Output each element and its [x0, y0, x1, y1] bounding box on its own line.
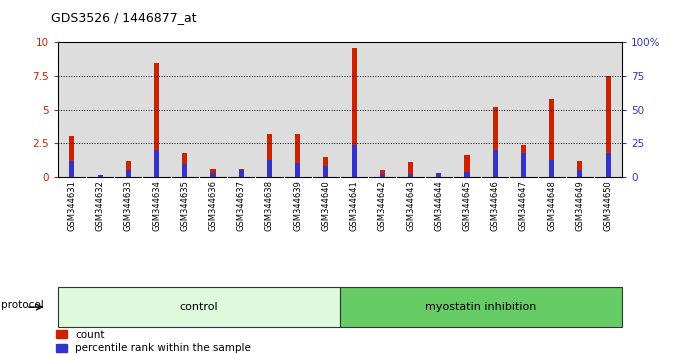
Bar: [606, 76, 611, 177]
Text: GSM344636: GSM344636: [209, 180, 218, 231]
Text: GSM344638: GSM344638: [265, 180, 274, 231]
Bar: [521, 153, 526, 177]
Bar: [154, 63, 159, 177]
Bar: [126, 170, 131, 177]
Bar: [126, 161, 131, 177]
Bar: [437, 173, 441, 177]
Text: GSM344635: GSM344635: [180, 180, 189, 231]
Bar: [312, 42, 340, 177]
Bar: [577, 161, 582, 177]
Bar: [493, 150, 498, 177]
Bar: [340, 42, 369, 177]
Bar: [408, 174, 413, 177]
Bar: [481, 42, 509, 177]
Bar: [380, 174, 385, 177]
Text: control: control: [180, 302, 218, 312]
Text: GSM344631: GSM344631: [67, 180, 76, 231]
Text: GSM344643: GSM344643: [406, 180, 415, 231]
Bar: [408, 162, 413, 177]
Text: GSM344646: GSM344646: [491, 180, 500, 231]
Text: GSM344645: GSM344645: [462, 180, 471, 231]
Bar: [509, 42, 538, 177]
Text: GSM344644: GSM344644: [435, 180, 443, 231]
Bar: [58, 42, 86, 177]
Text: protocol: protocol: [1, 300, 44, 310]
Bar: [239, 170, 243, 177]
Bar: [114, 42, 143, 177]
Bar: [98, 175, 103, 177]
FancyBboxPatch shape: [58, 287, 340, 327]
Bar: [267, 134, 272, 177]
Text: GSM344642: GSM344642: [378, 180, 387, 231]
Bar: [521, 145, 526, 177]
Legend: count, percentile rank within the sample: count, percentile rank within the sample: [56, 330, 251, 353]
Bar: [211, 173, 216, 177]
Bar: [69, 161, 74, 177]
Bar: [267, 160, 272, 177]
Bar: [352, 145, 356, 177]
Bar: [143, 42, 171, 177]
Bar: [425, 42, 453, 177]
Bar: [211, 169, 216, 177]
Bar: [98, 175, 103, 177]
Text: GSM344640: GSM344640: [322, 180, 330, 231]
Bar: [464, 172, 469, 177]
Text: GSM344632: GSM344632: [96, 180, 105, 231]
Bar: [227, 42, 256, 177]
Text: GSM344648: GSM344648: [547, 180, 556, 231]
Bar: [396, 42, 425, 177]
Bar: [464, 155, 469, 177]
Bar: [199, 42, 227, 177]
Bar: [171, 42, 199, 177]
Bar: [86, 42, 114, 177]
Bar: [295, 134, 300, 177]
Bar: [324, 166, 328, 177]
Bar: [239, 169, 243, 177]
Bar: [256, 42, 284, 177]
Text: GDS3526 / 1446877_at: GDS3526 / 1446877_at: [51, 11, 197, 24]
Text: GSM344639: GSM344639: [293, 180, 302, 231]
Text: myostatin inhibition: myostatin inhibition: [426, 302, 537, 312]
Bar: [493, 107, 498, 177]
Bar: [549, 160, 554, 177]
Bar: [352, 48, 356, 177]
Bar: [538, 42, 566, 177]
Bar: [594, 42, 622, 177]
Text: GSM344634: GSM344634: [152, 180, 161, 231]
Bar: [549, 99, 554, 177]
Text: GSM344647: GSM344647: [519, 180, 528, 231]
Bar: [577, 170, 582, 177]
Bar: [69, 136, 74, 177]
Bar: [453, 42, 481, 177]
FancyBboxPatch shape: [340, 287, 622, 327]
Text: GSM344633: GSM344633: [124, 180, 133, 231]
Bar: [182, 153, 187, 177]
Bar: [606, 153, 611, 177]
Bar: [154, 150, 159, 177]
Text: GSM344649: GSM344649: [575, 180, 584, 231]
Text: GSM344650: GSM344650: [604, 180, 613, 231]
Bar: [284, 42, 312, 177]
Bar: [437, 176, 441, 177]
Bar: [369, 42, 396, 177]
Bar: [295, 163, 300, 177]
Bar: [182, 164, 187, 177]
Text: GSM344641: GSM344641: [350, 180, 358, 231]
Text: GSM344637: GSM344637: [237, 180, 245, 231]
Bar: [380, 170, 385, 177]
Bar: [324, 157, 328, 177]
Bar: [566, 42, 594, 177]
